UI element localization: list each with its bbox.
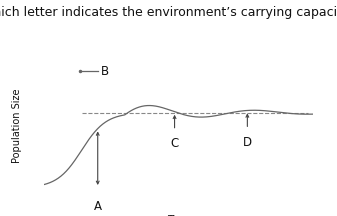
Text: Which letter indicates the environment’s carrying capacity?: Which letter indicates the environment’s… — [0, 6, 337, 19]
Text: D: D — [243, 135, 252, 149]
Text: C: C — [171, 137, 179, 150]
Text: Population Size: Population Size — [12, 88, 22, 162]
Text: B: B — [100, 65, 109, 78]
Text: A: A — [94, 200, 102, 213]
